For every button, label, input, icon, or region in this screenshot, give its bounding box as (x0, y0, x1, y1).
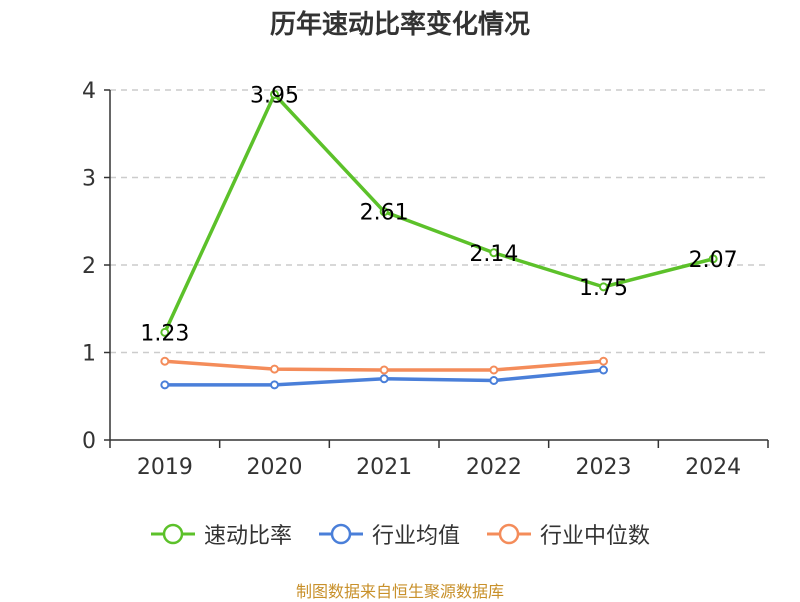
data-point (489, 376, 499, 385)
x-tick-label: 2024 (685, 455, 741, 480)
data-point (599, 282, 608, 292)
data-label: 1.75 (579, 276, 628, 301)
chart-title: 历年速动比率变化情况 (269, 10, 530, 40)
legend-swatch-icon (318, 523, 363, 545)
data-point (489, 248, 499, 258)
x-tick-label: 2019 (137, 455, 193, 480)
y-tick-label: 3 (82, 167, 96, 192)
x-tick-label: 2023 (576, 455, 632, 480)
legend-label: 行业中位数 (540, 524, 651, 549)
y-tick-label: 2 (82, 254, 96, 279)
data-point (160, 380, 170, 390)
y-tick-label: 4 (82, 79, 96, 104)
data-point (160, 356, 170, 366)
legend-item[interactable]: 行业中位数 (486, 518, 650, 550)
data-point (489, 365, 499, 375)
data-point (270, 89, 279, 99)
source-note: 制图数据来自恒生聚源数据库 (295, 582, 504, 601)
data-point (379, 207, 389, 217)
legend: 速动比率 行业均值 行业中位数 (0, 518, 800, 550)
legend-swatch-icon (487, 523, 531, 545)
y-tick-label: 1 (82, 342, 96, 367)
data-label: 2.07 (689, 248, 738, 273)
data-label: 2.61 (360, 201, 409, 226)
x-tick-label: 2022 (466, 455, 522, 480)
legend-label: 速动比率 (203, 524, 292, 549)
legend-swatch-icon (150, 523, 195, 545)
legend-label: 行业均值 (371, 524, 460, 549)
x-tick-label: 2020 (247, 455, 303, 480)
data-point (379, 365, 389, 375)
data-point (599, 356, 608, 366)
data-point (270, 380, 279, 390)
data-point (599, 365, 608, 375)
data-point (270, 364, 279, 374)
y-tick-label: 0 (82, 429, 96, 454)
data-point (160, 327, 170, 337)
data-point (379, 374, 389, 384)
data-label: 1.23 (140, 321, 189, 346)
data-point (708, 254, 718, 264)
data-label: 2.14 (469, 242, 518, 267)
series-line (163, 92, 714, 334)
data-label: 3.95 (250, 83, 299, 108)
x-tick-label: 2021 (356, 455, 412, 480)
legend-item[interactable]: 行业均值 (318, 518, 460, 550)
legend-item[interactable]: 速动比率 (150, 518, 292, 550)
